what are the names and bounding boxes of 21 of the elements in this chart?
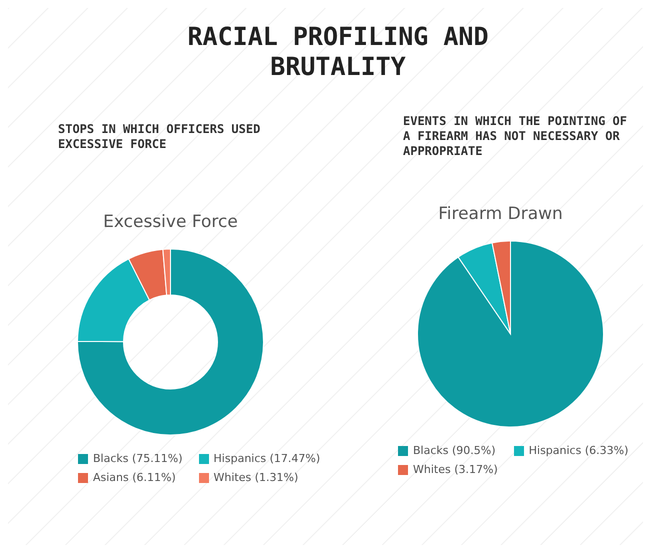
text: RACIAL PROFILING AND BRUTALITY bbox=[186, 22, 490, 82]
legend-label: Whites bbox=[413, 463, 451, 476]
chart-title: Excessive Force bbox=[102, 212, 239, 232]
data-label: (1.31%) bbox=[254, 471, 298, 484]
legend-label: Hispanics bbox=[528, 444, 582, 457]
data-label: (3.17%) bbox=[454, 463, 498, 476]
data-label: (17.47%) bbox=[270, 452, 320, 465]
donut-slice bbox=[77, 248, 264, 436]
chart-subtitle: STOPS IN WHICH OFFICERS USED EXCESSIVE FORCE bbox=[57, 121, 262, 153]
chart-subtitle: EVENTS IN WHICH THE POINTING OF A FIREARM HAS NOT NECESSARY OR APPROPRIATE bbox=[402, 113, 628, 160]
pie-slice bbox=[417, 240, 604, 428]
data-label: (6.33%) bbox=[584, 444, 628, 457]
legend-label: Blacks bbox=[413, 444, 448, 457]
data-label: (75.11%) bbox=[132, 452, 183, 465]
data-label: (6.11%) bbox=[132, 471, 176, 484]
data-label: (90.5%) bbox=[452, 444, 496, 457]
legend-label: Hispanics bbox=[214, 452, 266, 465]
legend-label: Asians bbox=[93, 471, 129, 484]
chart-title: Firearm Drawn bbox=[437, 204, 564, 224]
legend-label: Blacks bbox=[93, 452, 128, 465]
legend-label: Whites bbox=[214, 471, 252, 484]
